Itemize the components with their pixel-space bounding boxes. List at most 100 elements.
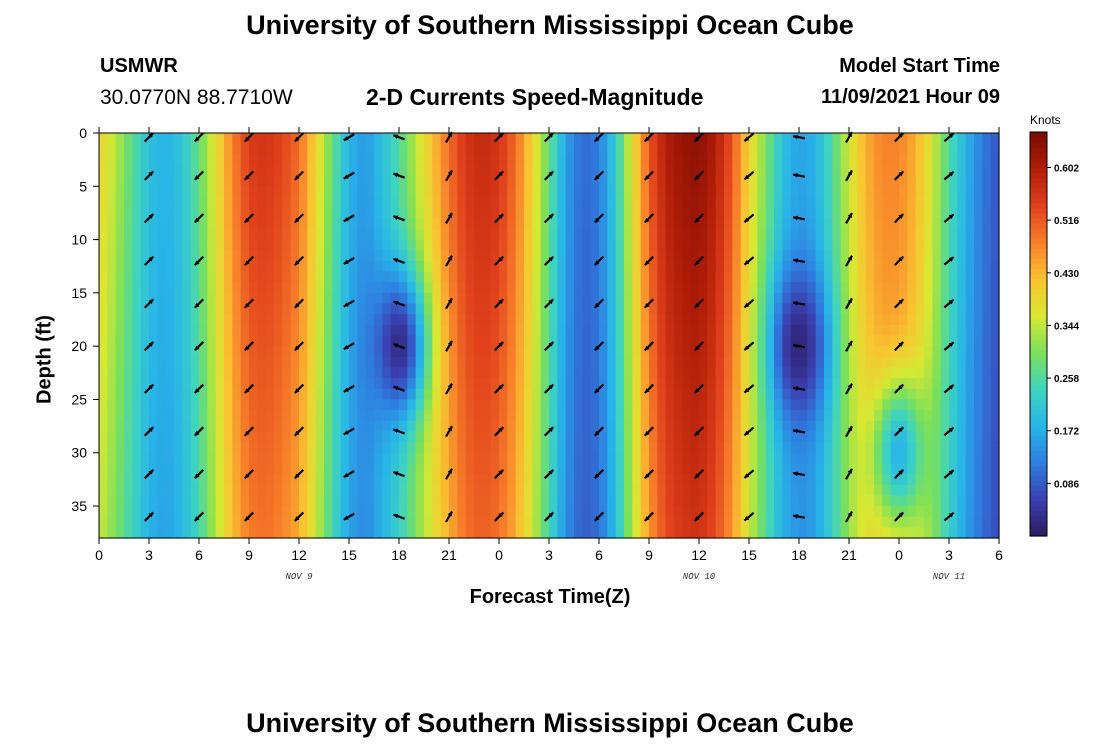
- arrow-head: [447, 255, 452, 261]
- velocity-arrow: [493, 426, 505, 437]
- heatmap-cell: [440, 420, 450, 433]
- heatmap-cell: [824, 133, 833, 145]
- heatmap-cell: [99, 431, 108, 443]
- heatmap-cell: [265, 154, 275, 166]
- heatmap-cell: [965, 356, 975, 369]
- heatmap-cell: [399, 335, 408, 347]
- heatmap-cell: [465, 516, 475, 528]
- heatmap-cell: [599, 516, 608, 528]
- heatmap-cell: [774, 303, 783, 315]
- heatmap-cell: [182, 164, 192, 177]
- heatmap-cell: [607, 431, 617, 443]
- heatmap-cell: [890, 452, 900, 464]
- heatmap-cell: [174, 463, 183, 475]
- heatmap-cell: [757, 442, 767, 454]
- heatmap-cell: [349, 431, 358, 443]
- heatmap-cell: [390, 228, 400, 241]
- velocity-arrow: [743, 384, 755, 394]
- heatmap-cell: [407, 260, 417, 273]
- heatmap-cell: [407, 378, 417, 390]
- heatmap-cell: [124, 207, 133, 219]
- heatmap-cell: [915, 484, 925, 496]
- heatmap-cell: [557, 303, 567, 315]
- heatmap-cell: [399, 164, 408, 177]
- heatmap-cell: [515, 186, 525, 198]
- heatmap-cell: [515, 228, 525, 241]
- heatmap-cell: [565, 474, 575, 486]
- heatmap-cell: [157, 218, 167, 230]
- heatmap-cell: [382, 282, 392, 294]
- heatmap-cell: [674, 484, 683, 496]
- heatmap-cell: [515, 367, 525, 379]
- heatmap-cell: [274, 282, 283, 294]
- heatmap-cell: [949, 484, 958, 496]
- heatmap-cell: [890, 196, 900, 209]
- heatmap-cell: [957, 527, 967, 539]
- heatmap-cell: [590, 474, 600, 486]
- heatmap-cell: [857, 527, 867, 539]
- heatmap-cell: [874, 346, 883, 358]
- heatmap-cell: [690, 196, 700, 209]
- heatmap-cell: [282, 474, 292, 486]
- heatmap-cell: [299, 292, 308, 305]
- heatmap-cell: [832, 228, 842, 241]
- heatmap-cell: [165, 431, 175, 443]
- velocity-arrow: [343, 214, 355, 223]
- heatmap-cell: [990, 292, 1000, 305]
- velocity-arrow: [743, 469, 755, 479]
- heatmap-cell: [874, 484, 883, 496]
- heatmap-cell: [332, 442, 342, 454]
- heatmap-cell: [582, 175, 592, 187]
- heatmap-cell: [899, 388, 908, 401]
- heatmap-cell: [549, 239, 558, 251]
- heatmap-cell: [449, 431, 458, 443]
- heatmap-cell: [899, 431, 908, 443]
- heatmap-cell: [365, 292, 375, 305]
- heatmap-cell: [432, 516, 442, 528]
- heatmap-cell: [890, 292, 900, 305]
- heatmap-cell: [374, 452, 383, 464]
- heatmap-cell: [240, 474, 250, 486]
- heatmap-cell: [232, 484, 242, 496]
- colorbar-segment: [1030, 349, 1047, 355]
- heatmap-cell: [532, 410, 542, 422]
- heatmap-cell: [657, 164, 667, 177]
- velocity-arrow: [593, 383, 605, 394]
- heatmap-cell: [182, 260, 192, 273]
- heatmap-cell: [407, 495, 417, 507]
- heatmap-cell: [749, 431, 758, 443]
- heatmap-cell: [707, 527, 717, 539]
- heatmap-cell: [399, 228, 408, 241]
- heatmap-cell: [490, 367, 500, 379]
- heatmap-cell: [890, 271, 900, 283]
- heatmap-cell: [224, 143, 233, 155]
- heatmap-cell: [757, 228, 767, 241]
- heatmap-cell: [199, 463, 208, 475]
- x-tick-label: 9: [645, 547, 653, 563]
- heatmap-cell: [674, 271, 683, 283]
- heatmap-cell: [640, 324, 650, 337]
- heatmap-cell: [657, 175, 667, 187]
- heatmap-cell: [499, 154, 508, 166]
- arrow-head: [644, 430, 650, 436]
- heatmap-cell: [390, 474, 400, 486]
- heatmap-cell: [174, 154, 183, 166]
- heatmap-cell: [982, 346, 992, 358]
- heatmap-cell: [457, 143, 467, 155]
- heatmap-cell: [307, 239, 317, 251]
- heatmap-cell: [190, 175, 200, 187]
- heatmap-cell: [890, 282, 900, 294]
- heatmap-cell: [257, 442, 267, 454]
- heatmap-cell: [974, 388, 983, 401]
- heatmap-cell: [432, 314, 442, 326]
- heatmap-cell: [557, 420, 567, 433]
- arrow-head: [644, 302, 650, 308]
- velocity-arrow: [193, 132, 205, 143]
- heatmap-cell: [499, 442, 508, 454]
- heatmap-cell: [282, 314, 292, 326]
- heatmap-cell: [482, 452, 492, 464]
- heatmap-cell: [315, 271, 325, 283]
- heatmap-cell: [607, 324, 617, 337]
- heatmap-cell: [940, 143, 950, 155]
- heatmap-cell: [582, 431, 592, 443]
